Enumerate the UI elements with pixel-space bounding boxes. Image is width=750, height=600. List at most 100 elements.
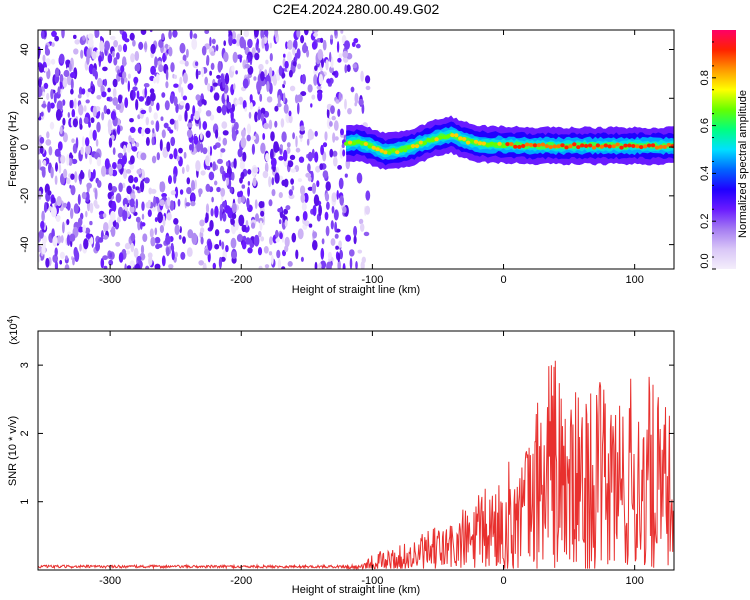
- noise-speck: [62, 132, 68, 143]
- noise-speck: [110, 134, 115, 141]
- noise-speck: [87, 33, 94, 40]
- signal-speck: [434, 137, 439, 142]
- noise-speck: [314, 261, 318, 269]
- noise-speck: [153, 112, 158, 120]
- noise-speck: [314, 130, 318, 137]
- noise-speck: [178, 83, 182, 93]
- noise-speck: [302, 211, 308, 221]
- noise-speck: [241, 129, 246, 138]
- noise-speck: [42, 91, 45, 97]
- signal-speck: [454, 133, 459, 138]
- noise-speck: [150, 92, 156, 102]
- noise-speck: [101, 111, 105, 121]
- noise-speck: [361, 103, 365, 114]
- noise-speck: [149, 228, 154, 238]
- noise-speck: [260, 112, 264, 122]
- noise-speck: [190, 113, 194, 122]
- noise-speck: [179, 101, 185, 106]
- noise-speck: [129, 118, 134, 123]
- noise-speck: [106, 96, 111, 102]
- noise-speck: [136, 90, 140, 99]
- noise-speck: [72, 118, 78, 128]
- noise-speck: [186, 177, 191, 185]
- noise-speck: [210, 208, 214, 217]
- noise-speck: [122, 56, 127, 67]
- noise-speck: [220, 187, 226, 197]
- noise-speck: [288, 110, 292, 117]
- noise-speck: [294, 52, 298, 62]
- noise-speck: [56, 196, 62, 207]
- noise-speck: [205, 110, 212, 117]
- noise-speck: [215, 129, 219, 139]
- noise-speck: [200, 132, 203, 141]
- signal-speck: [430, 138, 435, 143]
- noise-speck: [284, 60, 289, 69]
- noise-speck: [141, 222, 146, 227]
- noise-speck: [353, 225, 358, 237]
- noise-speck: [154, 236, 161, 244]
- noise-speck: [295, 215, 300, 222]
- noise-speck: [308, 223, 313, 228]
- signal-speck: [391, 147, 396, 152]
- noise-speck: [73, 48, 79, 55]
- noise-speck: [336, 41, 340, 53]
- noise-speck: [141, 127, 145, 137]
- noise-speck: [173, 74, 177, 79]
- noise-speck: [91, 50, 97, 60]
- noise-speck: [126, 185, 132, 195]
- noise-speck: [148, 255, 153, 266]
- noise-speck: [242, 100, 247, 110]
- signal-speck: [403, 148, 408, 153]
- noise-speck: [90, 117, 95, 124]
- noise-speck: [281, 72, 286, 79]
- noise-speck: [322, 170, 329, 179]
- noise-speck: [239, 36, 245, 49]
- noise-speck: [115, 104, 121, 110]
- noise-speck: [279, 232, 283, 240]
- noise-speck: [222, 201, 227, 208]
- noise-speck: [129, 198, 135, 208]
- noise-speck: [115, 241, 121, 247]
- noise-speck: [69, 62, 72, 72]
- noise-speck: [88, 169, 91, 180]
- snr-y-tick-label: 1: [19, 499, 31, 505]
- noise-speck: [330, 34, 334, 40]
- noise-speck: [332, 150, 338, 157]
- noise-speck: [194, 110, 200, 121]
- noise-speck: [265, 152, 270, 162]
- noise-speck: [130, 155, 135, 165]
- noise-speck: [171, 250, 175, 261]
- noise-speck: [118, 252, 124, 263]
- colorbar-tick-label: 0.4: [699, 166, 711, 181]
- signal-speck: [627, 143, 632, 148]
- noise-speck: [67, 112, 71, 118]
- noise-speck: [69, 99, 73, 109]
- signal-speck: [442, 135, 447, 140]
- noise-speck: [247, 38, 253, 49]
- signal-speck: [619, 145, 624, 150]
- noise-speck: [129, 206, 135, 213]
- noise-speck: [122, 71, 127, 79]
- noise-speck: [110, 226, 116, 238]
- noise-speck: [170, 242, 174, 251]
- noise-speck: [75, 137, 79, 149]
- noise-speck: [344, 40, 350, 50]
- noise-speck: [248, 111, 252, 119]
- noise-speck: [186, 129, 193, 138]
- signal-speck: [521, 144, 526, 148]
- snr-y-tick-label: 3: [19, 362, 31, 368]
- noise-speck: [262, 214, 266, 226]
- noise-speck: [264, 162, 269, 173]
- noise-speck: [246, 197, 250, 209]
- noise-speck: [247, 247, 253, 254]
- noise-speck: [326, 261, 332, 269]
- noise-speck: [275, 229, 279, 238]
- noise-speck: [202, 121, 208, 130]
- noise-speck: [174, 186, 179, 199]
- noise-speck: [51, 42, 55, 47]
- noise-speck: [257, 109, 262, 121]
- noise-speck: [251, 222, 256, 229]
- noise-speck: [287, 51, 292, 63]
- signal-speck: [493, 142, 498, 147]
- noise-speck: [214, 229, 220, 237]
